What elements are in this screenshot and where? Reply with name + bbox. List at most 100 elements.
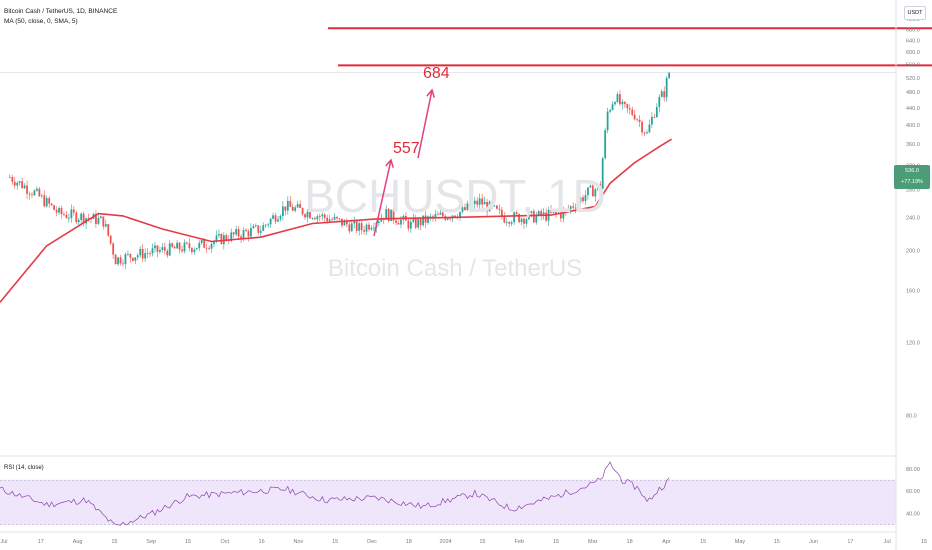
candle-body [454, 215, 456, 218]
x-tick-label: 16 [259, 539, 265, 545]
candle-body [350, 223, 353, 232]
candle-body [584, 195, 587, 201]
candle-body [60, 207, 63, 215]
candle-body [461, 207, 464, 212]
candle-body [478, 198, 481, 205]
last-price: 536.0 [905, 168, 919, 174]
candle-body [31, 194, 33, 196]
candle-body [646, 132, 648, 134]
candle-body [348, 224, 351, 232]
y-tick-label: 160.0 [906, 289, 920, 295]
candle-body [555, 211, 557, 214]
candle-body [387, 209, 390, 221]
rsi-pane [0, 461, 896, 526]
candle-body [252, 226, 255, 229]
candle-body [82, 213, 85, 224]
candle-body [429, 216, 432, 218]
candle-body [102, 216, 105, 227]
y-tick-label: 120.0 [906, 341, 920, 347]
watermark-name: Bitcoin Cash / TetherUS [328, 255, 582, 282]
arrow-to-684-head [426, 88, 436, 98]
candle-body [269, 218, 272, 225]
candle-body [122, 263, 124, 265]
candle-body [641, 121, 643, 133]
candle-body [36, 188, 38, 191]
candle-body [616, 94, 619, 103]
ma-indicator-label[interactable]: MA (50, close, 0, SMA, 5) [4, 18, 78, 25]
candle-body [582, 197, 584, 201]
candle-body [510, 222, 513, 224]
x-tick-label: Aug [73, 539, 83, 545]
candle-body [459, 211, 461, 218]
y-tick-label: 80.0 [906, 414, 917, 420]
candle-body [326, 217, 329, 222]
candle-body [146, 253, 149, 254]
candle-body [254, 225, 257, 227]
candle-body [190, 248, 193, 253]
candle-body [139, 248, 142, 256]
level-high-label: 684 [423, 65, 450, 82]
candle-body [508, 222, 511, 224]
candle-body [343, 220, 346, 226]
candle-body [368, 224, 370, 230]
x-tick-label: 15 [921, 539, 927, 545]
currency-badge[interactable]: USDT [904, 6, 926, 20]
annotation-arrows [373, 88, 436, 237]
candle-body [38, 188, 41, 197]
candle-body [599, 184, 602, 190]
candle-body [45, 198, 48, 207]
candle-body [628, 108, 631, 110]
candle-body [48, 198, 51, 204]
candle-body [636, 119, 639, 121]
candle-body [345, 220, 348, 225]
candle-body [500, 209, 503, 217]
candle-body [218, 233, 220, 236]
candle-body [272, 215, 274, 219]
y-tick-label: 720.0 [906, 17, 920, 23]
candle-body [282, 206, 284, 217]
candle-body [284, 206, 287, 211]
candle-body [360, 223, 363, 231]
candle-body [112, 243, 115, 255]
candle-body [235, 229, 238, 235]
candle-body [279, 216, 282, 220]
candle-body [141, 248, 144, 259]
candle-body [18, 181, 21, 183]
candle-body [370, 227, 373, 230]
candle-body [151, 248, 154, 254]
watermark: BCHUSDT, 1D Bitcoin Cash / TetherUS [304, 170, 606, 282]
x-tick-label: 2024 [439, 539, 451, 545]
candle-body [43, 195, 46, 207]
candle-body [473, 200, 476, 204]
x-tick-label: Jul [884, 539, 891, 545]
y-tick-label: 240.0 [906, 215, 920, 221]
x-tick-label: Mar [588, 539, 598, 545]
rsi-band [0, 480, 896, 525]
candle-body [178, 242, 181, 250]
rsi-y-tick-label: 80.00 [906, 467, 920, 473]
candle-body [520, 218, 523, 223]
candle-body [97, 218, 100, 224]
candle-body [257, 225, 260, 233]
candle-body [496, 205, 498, 209]
candle-body [439, 212, 442, 215]
candle-body [535, 215, 538, 223]
candle-body [321, 214, 324, 217]
candle-body [397, 223, 400, 225]
candle-body [323, 214, 326, 218]
candle-body [380, 217, 383, 222]
candle-body [134, 257, 137, 261]
candle-body [277, 219, 279, 222]
candle-body [505, 222, 508, 223]
x-tick-label: 15 [185, 539, 191, 545]
candle-body [540, 211, 543, 216]
candle-body [240, 236, 242, 239]
candle-body [127, 253, 129, 255]
candle-body [67, 217, 70, 219]
candle-body [663, 91, 666, 98]
candle-body [186, 242, 188, 244]
candle-body [333, 216, 336, 220]
candle-body [245, 230, 247, 232]
candle-body [377, 221, 380, 223]
